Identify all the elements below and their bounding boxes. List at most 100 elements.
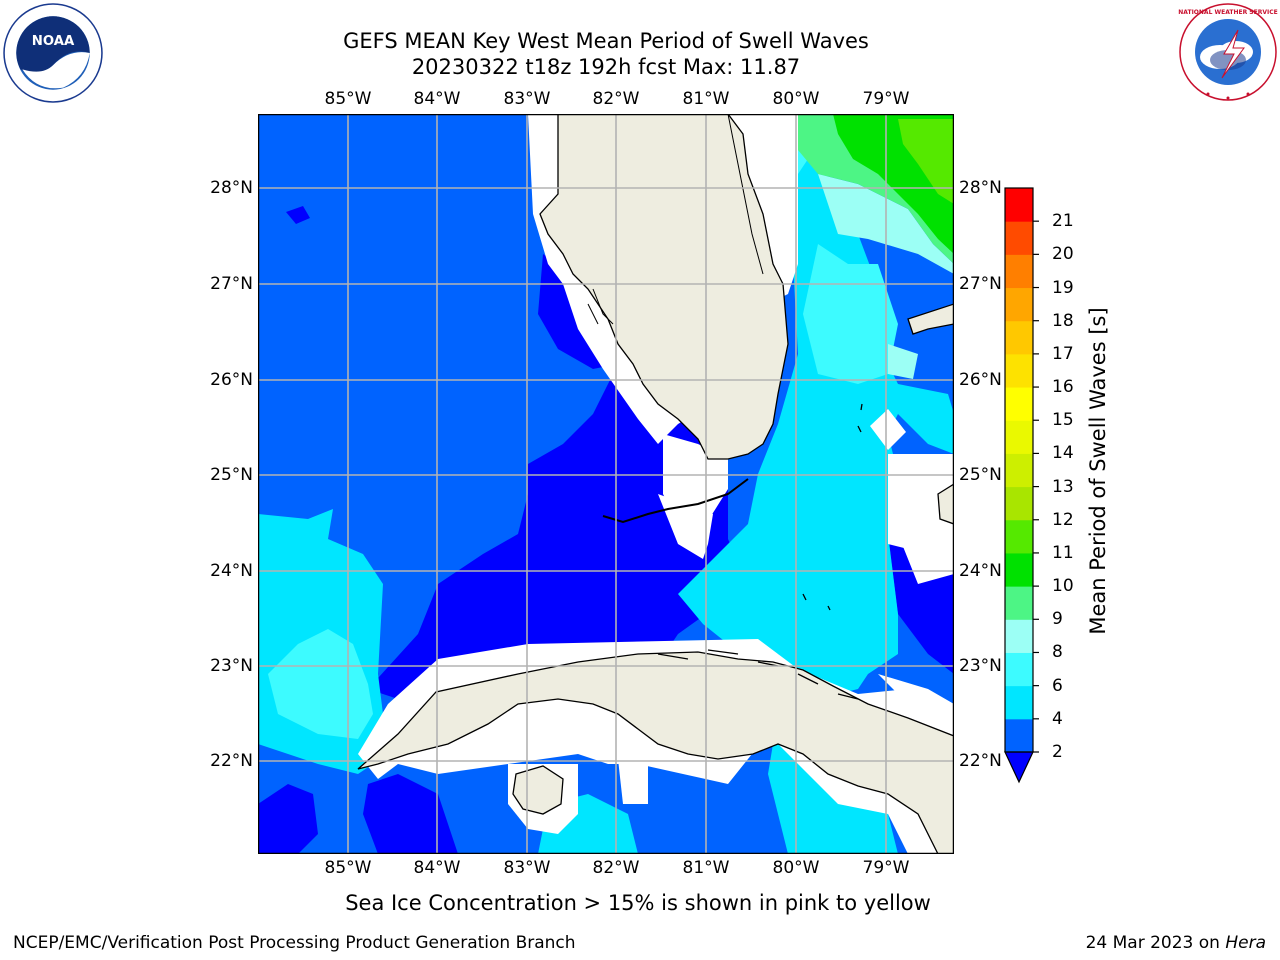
lat-label-right: 27°N <box>959 274 1002 294</box>
colorbar-segment <box>1005 552 1033 587</box>
lon-label-bottom: 85°W <box>324 858 372 878</box>
colorbar-tick-label: 9 <box>1052 609 1063 630</box>
footer-date: 24 Mar 2023 on Hera <box>1086 933 1266 953</box>
noaa-logo: NOAA <box>3 3 103 103</box>
land-bahamas <box>907 303 954 335</box>
land-bahamas <box>937 483 954 525</box>
lat-label-left: 24°N <box>210 561 253 581</box>
missing-data <box>618 759 648 804</box>
field-below-2s <box>363 774 458 854</box>
missing-data <box>878 674 954 734</box>
nws-logo: NATIONAL WEATHER SERVICE <box>1178 3 1278 101</box>
colorbar-segment <box>1005 718 1033 753</box>
lat-label-right: 26°N <box>959 370 1002 390</box>
lon-label-bottom: 80°W <box>772 858 820 878</box>
land-isla-juventud <box>512 765 564 815</box>
sea-ice-note: Sea Ice Concentration > 15% is shown in … <box>345 891 931 915</box>
field-below-2s <box>368 364 748 699</box>
lon-label-top: 79°W <box>862 89 910 109</box>
colorbar-segment <box>1005 652 1033 687</box>
colorbar-tick-label: 13 <box>1052 476 1074 497</box>
colorbar-segment <box>1005 619 1033 653</box>
colorbar <box>1004 187 1039 784</box>
lat-label-right: 23°N <box>959 656 1002 676</box>
colorbar-segment <box>1005 254 1033 289</box>
colorbar-tick-label: 11 <box>1052 542 1074 563</box>
lon-label-top: 83°W <box>503 89 551 109</box>
lat-label-left: 27°N <box>210 274 253 294</box>
colorbar-under-extension <box>1004 751 1034 784</box>
colorbar-frame <box>1004 187 1034 753</box>
land-bahamas-small <box>802 403 863 611</box>
footer-host: Hera <box>1225 933 1266 953</box>
lon-label-bottom: 81°W <box>682 858 730 878</box>
land-florida <box>539 114 789 460</box>
colorbar-segment <box>1005 221 1033 255</box>
colorbar-tick-label: 12 <box>1052 509 1074 530</box>
colorbar-segment <box>1005 586 1033 620</box>
colorbar-tick-label: 19 <box>1052 277 1074 298</box>
lat-label-right: 28°N <box>959 178 1002 198</box>
colorbar-tick-label: 17 <box>1052 343 1074 364</box>
lat-label-left: 28°N <box>210 178 253 198</box>
lon-label-top: 82°W <box>592 89 640 109</box>
colorbar-tick-label: 4 <box>1052 708 1063 729</box>
graticule <box>258 114 954 854</box>
colorbar-tick-label: 6 <box>1052 675 1063 696</box>
lat-label-right: 25°N <box>959 465 1002 485</box>
colorbar-segment <box>1005 486 1033 521</box>
lon-label-bottom: 82°W <box>592 858 640 878</box>
lon-label-bottom: 79°W <box>862 858 910 878</box>
footer-credit: NCEP/EMC/Verification Post Processing Pr… <box>13 933 576 953</box>
field-4-6s <box>678 114 954 694</box>
noaa-text: NOAA <box>32 34 75 49</box>
colorbar-tick-label: 15 <box>1052 410 1074 431</box>
colorbar-tick-label: 14 <box>1052 443 1074 464</box>
colorbar-segment <box>1005 188 1033 222</box>
land-florida-keys <box>602 478 749 524</box>
land-cuba-cays <box>657 649 859 700</box>
lon-label-top: 85°W <box>324 89 372 109</box>
field-8-9s <box>888 344 918 379</box>
colorbar-tick-label: 18 <box>1052 310 1074 331</box>
colorbar-tick-label: 21 <box>1052 211 1074 232</box>
colorbar-tick-label: 16 <box>1052 377 1074 398</box>
colorbar-tick-label: 2 <box>1052 742 1063 762</box>
colorbar-segment <box>1005 519 1033 554</box>
map-frame <box>258 114 954 854</box>
colorbar-segment <box>1005 420 1033 454</box>
colorbar-segment <box>1005 387 1033 421</box>
lat-label-left: 22°N <box>210 751 253 771</box>
colorbar-segment <box>1005 287 1033 322</box>
lat-label-right: 24°N <box>959 561 1002 581</box>
colorbar-segment <box>1005 685 1033 720</box>
colorbar-segment <box>1005 453 1033 488</box>
field-11-12s <box>898 119 954 204</box>
missing-data <box>870 409 906 450</box>
lat-label-right: 22°N <box>959 751 1002 771</box>
lon-label-bottom: 84°W <box>413 858 461 878</box>
missing-data <box>658 494 713 559</box>
field-below-2s <box>286 206 310 224</box>
forecast-subtitle: 20230322 t18z 192h fcst Max: 11.87 <box>411 55 801 79</box>
land-cuba <box>357 651 954 854</box>
chart-title: GEFS MEAN Key West Mean Period of Swell … <box>343 29 869 53</box>
colorbar-segment <box>1005 353 1033 388</box>
colorbar-tick-label: 10 <box>1052 576 1074 597</box>
lon-label-top: 81°W <box>682 89 730 109</box>
lon-label-top: 80°W <box>772 89 820 109</box>
colorbar-tick-label: 20 <box>1052 244 1074 265</box>
lat-label-left: 23°N <box>210 656 253 676</box>
field-6-8s <box>803 244 898 384</box>
lat-label-left: 25°N <box>210 465 253 485</box>
land-florida-coast-detail <box>587 114 764 325</box>
field-6-8s <box>268 629 373 739</box>
lon-label-bottom: 83°W <box>503 858 551 878</box>
lon-label-top: 84°W <box>413 89 461 109</box>
nws-text: NATIONAL WEATHER SERVICE <box>1178 9 1277 16</box>
colorbar-tick-label: 8 <box>1052 642 1063 663</box>
field-below-2s <box>258 784 318 854</box>
colorbar-segment <box>1005 320 1033 355</box>
swell-period-map <box>258 114 954 854</box>
colorbar-label: Mean Period of Swell Waves [s] <box>1086 307 1110 635</box>
